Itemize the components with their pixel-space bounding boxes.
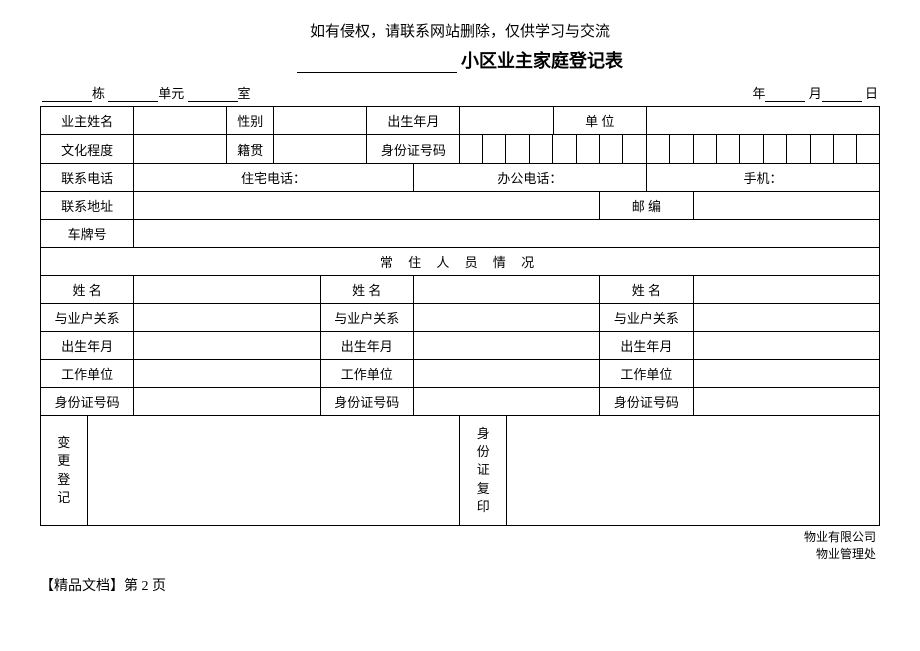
label-res1-birth: 出生年月 bbox=[41, 332, 134, 360]
label-gender: 性别 bbox=[227, 107, 274, 135]
label-res3-birth: 出生年月 bbox=[600, 332, 693, 360]
label-res3-rel: 与业户关系 bbox=[600, 304, 693, 332]
label-address: 联系地址 bbox=[41, 192, 134, 220]
field-res1-work[interactable] bbox=[134, 360, 320, 388]
row-res-id: 身份证号码 身份证号码 身份证号码 bbox=[41, 388, 880, 416]
label-res2-rel: 与业户关系 bbox=[320, 304, 413, 332]
label-res2-work: 工作单位 bbox=[320, 360, 413, 388]
field-office-phone[interactable]: 办公电话： bbox=[413, 164, 646, 192]
page-footer: 【精品文档】第 2 页 bbox=[40, 575, 880, 595]
row-change-record: 变更登记 身份证复印 bbox=[41, 416, 880, 526]
label-birth: 出生年月 bbox=[367, 107, 460, 135]
field-res1-rel[interactable] bbox=[134, 304, 320, 332]
label-id-copy: 身份证复印 bbox=[460, 416, 507, 526]
field-native-place[interactable] bbox=[274, 135, 367, 164]
registration-table: 业主姓名 性别 出生年月 单 位 文化程度 籍贯 身份证号码 bbox=[40, 106, 880, 526]
row-residents-header: 常 住 人 员 情 况 bbox=[41, 248, 880, 276]
field-birth[interactable] bbox=[460, 107, 553, 135]
row-res-birth: 出生年月 出生年月 出生年月 bbox=[41, 332, 880, 360]
field-address[interactable] bbox=[134, 192, 600, 220]
label-res2-name: 姓 名 bbox=[320, 276, 413, 304]
field-res2-name[interactable] bbox=[413, 276, 599, 304]
label-res3-id: 身份证号码 bbox=[600, 388, 693, 416]
footer-right: 物业有限公司 物业管理处 bbox=[40, 529, 880, 563]
label-postcode: 邮 编 bbox=[600, 192, 693, 220]
label-education: 文化程度 bbox=[41, 135, 134, 164]
form-title: 小区业主家庭登记表 bbox=[40, 47, 880, 73]
label-native-place: 籍贯 bbox=[227, 135, 274, 164]
label-res3-name: 姓 名 bbox=[600, 276, 693, 304]
location-fields: 栋 单元 室 bbox=[42, 83, 251, 102]
label-res2-id: 身份证号码 bbox=[320, 388, 413, 416]
field-home-phone[interactable]: 住宅电话： bbox=[134, 164, 414, 192]
field-id-number[interactable] bbox=[460, 135, 880, 164]
field-res2-work[interactable] bbox=[413, 360, 599, 388]
field-res3-work[interactable] bbox=[693, 360, 879, 388]
dept-name: 物业管理处 bbox=[40, 546, 876, 563]
label-change-record: 变更登记 bbox=[41, 416, 88, 526]
field-plate[interactable] bbox=[134, 220, 880, 248]
label-work-unit: 单 位 bbox=[553, 107, 646, 135]
field-owner-name[interactable] bbox=[134, 107, 227, 135]
row-education: 文化程度 籍贯 身份证号码 bbox=[41, 135, 880, 164]
field-res3-birth[interactable] bbox=[693, 332, 879, 360]
label-res1-work: 工作单位 bbox=[41, 360, 134, 388]
field-change-record[interactable] bbox=[87, 416, 460, 526]
row-address: 联系地址 邮 编 bbox=[41, 192, 880, 220]
row-plate: 车牌号 bbox=[41, 220, 880, 248]
field-res2-birth[interactable] bbox=[413, 332, 599, 360]
company-name: 物业有限公司 bbox=[40, 529, 876, 546]
field-mobile[interactable]: 手机： bbox=[646, 164, 879, 192]
field-res3-name[interactable] bbox=[693, 276, 879, 304]
copyright-notice: 如有侵权，请联系网站删除，仅供学习与交流 bbox=[40, 20, 880, 41]
row-owner: 业主姓名 性别 出生年月 单 位 bbox=[41, 107, 880, 135]
field-work-unit[interactable] bbox=[646, 107, 879, 135]
row-phone: 联系电话 住宅电话： 办公电话： 手机： bbox=[41, 164, 880, 192]
label-res2-birth: 出生年月 bbox=[320, 332, 413, 360]
field-postcode[interactable] bbox=[693, 192, 879, 220]
community-name-blank bbox=[297, 53, 457, 73]
label-id-number: 身份证号码 bbox=[367, 135, 460, 164]
row-res-name: 姓 名 姓 名 姓 名 bbox=[41, 276, 880, 304]
field-id-copy[interactable] bbox=[507, 416, 880, 526]
row-res-relation: 与业户关系 与业户关系 与业户关系 bbox=[41, 304, 880, 332]
field-res2-id[interactable] bbox=[413, 388, 599, 416]
field-res3-rel[interactable] bbox=[693, 304, 879, 332]
label-res1-name: 姓 名 bbox=[41, 276, 134, 304]
date-fields: 年 月 日 bbox=[752, 83, 878, 102]
title-suffix: 小区业主家庭登记表 bbox=[461, 51, 623, 71]
residents-header: 常 住 人 员 情 况 bbox=[41, 248, 880, 276]
field-res1-id[interactable] bbox=[134, 388, 320, 416]
field-res3-id[interactable] bbox=[693, 388, 879, 416]
field-res1-birth[interactable] bbox=[134, 332, 320, 360]
label-contact-phone: 联系电话 bbox=[41, 164, 134, 192]
field-res2-rel[interactable] bbox=[413, 304, 599, 332]
field-education[interactable] bbox=[134, 135, 227, 164]
label-owner-name: 业主姓名 bbox=[41, 107, 134, 135]
label-res1-id: 身份证号码 bbox=[41, 388, 134, 416]
header-line: 栋 单元 室 年 月 日 bbox=[40, 83, 880, 102]
label-res3-work: 工作单位 bbox=[600, 360, 693, 388]
field-gender[interactable] bbox=[274, 107, 367, 135]
row-res-work: 工作单位 工作单位 工作单位 bbox=[41, 360, 880, 388]
label-res1-rel: 与业户关系 bbox=[41, 304, 134, 332]
label-plate: 车牌号 bbox=[41, 220, 134, 248]
field-res1-name[interactable] bbox=[134, 276, 320, 304]
